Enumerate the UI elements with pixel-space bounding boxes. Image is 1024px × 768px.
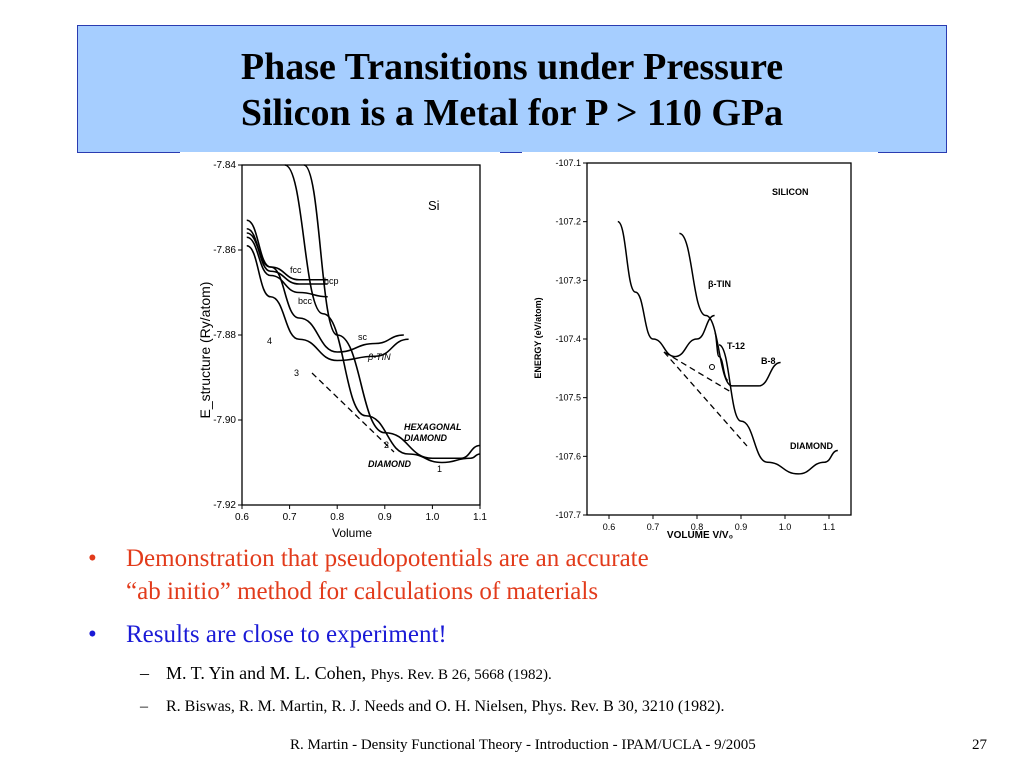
right-xtick-label: 1.0 xyxy=(779,522,792,532)
left-ytick-label: -7.90 xyxy=(213,415,236,426)
left-label-hexdiamond2: DIAMOND xyxy=(404,433,447,443)
right-ytick-label: -107.5 xyxy=(555,393,581,403)
slide-footer: R. Martin - Density Functional Theory - … xyxy=(290,737,756,753)
right-xtick-label: 0.6 xyxy=(603,522,616,532)
left-xtick-label: 1.0 xyxy=(425,512,439,523)
bullet-item: • Results are close to experiment! xyxy=(88,618,988,651)
left-series-line-3 xyxy=(246,219,404,353)
left-annot-4: 4 xyxy=(267,336,272,346)
left-panel-label: Si xyxy=(428,198,440,213)
reference-authors: R. Biswas, R. M. Martin, R. J. Needs and… xyxy=(166,698,725,715)
right-label-diamond: DIAMOND xyxy=(790,441,833,451)
left-series-line-0 xyxy=(246,227,328,285)
left-xtick-label: 0.6 xyxy=(235,512,249,523)
left-series-line-4 xyxy=(246,244,409,362)
left-label-hexdiamond: HEXAGONAL xyxy=(404,422,462,432)
bullet-marker: • xyxy=(88,545,97,572)
right-ytick-label: -107.6 xyxy=(555,451,581,461)
right-series-line-2 xyxy=(679,232,781,387)
right-xlabel: VOLUME V/V₀ xyxy=(667,530,733,541)
left-xlabel: Volume xyxy=(332,526,372,540)
bullet-text: Results are close to experiment! xyxy=(126,621,447,648)
right-ytick-label: -107.4 xyxy=(555,334,581,344)
right-series-line-3 xyxy=(718,344,838,475)
title-box: Phase Transitions under Pressure Silicon… xyxy=(77,25,947,153)
left-xtick-label: 1.1 xyxy=(473,512,487,523)
left-series-line-2 xyxy=(246,236,328,298)
right-panel-label: SILICON xyxy=(772,187,809,197)
right-ytick-label: -107.3 xyxy=(555,275,581,285)
bullet-item: • Demonstration that pseudopotentials ar… xyxy=(88,542,988,608)
left-ytick-label: -7.84 xyxy=(213,160,236,171)
reference-authors: M. T. Yin and M. L. Cohen, xyxy=(166,663,371,683)
sub-bullet-marker: – xyxy=(140,698,148,715)
left-label-hcp: hcp xyxy=(324,276,339,286)
bullet-text: Demonstration that pseudopotentials are … xyxy=(126,545,649,572)
left-annot-3: 3 xyxy=(294,368,299,378)
right-xtick-label: 1.1 xyxy=(823,522,836,532)
right-label-b8: B-8 xyxy=(761,356,776,366)
right-ytick-label: -107.1 xyxy=(555,158,581,168)
left-xtick-label: 0.8 xyxy=(330,512,344,523)
bullet-text: “ab initio” method for calculations of m… xyxy=(126,578,599,605)
right-xtick-label: 0.8 xyxy=(691,522,704,532)
right-label-btin: β-TIN xyxy=(708,279,731,289)
sub-bullet: – R. Biswas, R. M. Martin, R. J. Needs a… xyxy=(88,695,988,719)
right-label-t12: T-12 xyxy=(727,341,745,351)
right-series-line-0 xyxy=(617,220,715,358)
right-series-line-1 xyxy=(713,332,729,381)
left-label-diamond: DIAMOND xyxy=(368,459,411,469)
right-ytick-label: -107.2 xyxy=(555,217,581,227)
bullet-marker: • xyxy=(88,621,97,648)
sub-bullet: – M. T. Yin and M. L. Cohen, Phys. Rev. … xyxy=(88,661,988,687)
left-xtick-label: 0.7 xyxy=(283,512,297,523)
right-ylabel: ENERGY (eV/atom) xyxy=(533,297,543,378)
left-series-line-6 xyxy=(284,164,481,464)
reference-citation: Phys. Rev. B 26, 5668 (1982). xyxy=(370,667,552,683)
left-label-sc: sc xyxy=(358,332,368,342)
sub-bullet-marker: – xyxy=(140,663,149,683)
left-xtick-label: 0.9 xyxy=(378,512,392,523)
left-ytick-label: -7.86 xyxy=(213,245,236,256)
left-ytick-label: -7.88 xyxy=(213,330,236,341)
slide-title-line2: Silicon is a Metal for P > 110 GPa xyxy=(240,92,784,134)
left-label-fcc: fcc xyxy=(290,265,302,275)
left-ylabel: E_structure (Ry/atom) xyxy=(197,282,213,419)
left-label-bcc: bcc xyxy=(298,296,313,306)
slide-title-line1: Phase Transitions under Pressure xyxy=(240,46,784,88)
right-xtick-label: 0.7 xyxy=(647,522,660,532)
page-number: 27 xyxy=(972,737,987,753)
bullet-list: • Demonstration that pseudopotentials ar… xyxy=(88,542,988,719)
right-ytick-label: -107.7 xyxy=(555,510,581,520)
left-plot-frame xyxy=(241,164,481,506)
left-series-line-5 xyxy=(303,164,481,460)
right-plot-frame xyxy=(586,162,852,516)
left-series-line-1 xyxy=(246,232,328,281)
left-ytick-label: -7.92 xyxy=(213,500,236,511)
left-annot-2: 2 xyxy=(384,440,389,450)
left-chart-figure: -7.84 -7.86 -7.88 -7.90 -7.92 0.6 0.7 0.8 0.9 1.… xyxy=(180,152,500,524)
left-annot-1: 1 xyxy=(437,464,442,474)
left-common-tangent xyxy=(311,372,395,453)
left-label-btin: β-TIN xyxy=(367,352,391,362)
right-xtick-label: 0.9 xyxy=(735,522,748,532)
